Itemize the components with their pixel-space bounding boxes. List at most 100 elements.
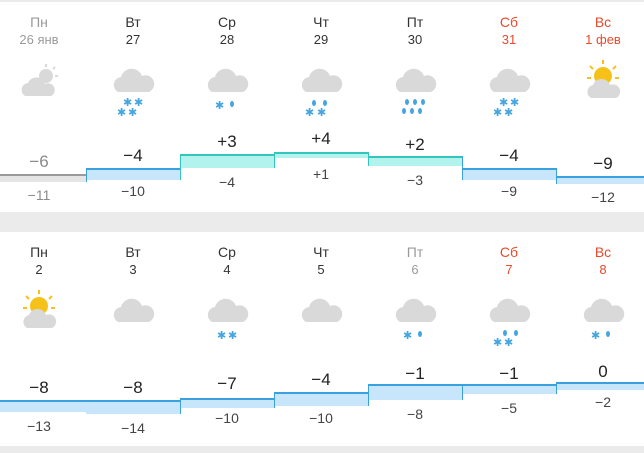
temperature-bar [368, 384, 462, 400]
cloud-sleet-icon: ✱ [395, 298, 437, 342]
svg-text:✱: ✱ [317, 106, 326, 116]
max-temperature: −6 [29, 152, 49, 171]
min-temperature: −4 [219, 174, 235, 190]
svg-text:✱: ✱ [228, 329, 237, 342]
cloud-heavy-rain-icon [395, 68, 437, 114]
svg-text:✱: ✱ [305, 106, 314, 116]
day-date: 7 [505, 262, 513, 277]
week-1-forecast: Пн 26 янв −6 −11 Вт 27 ✱ ✱ ✱ ✱ −4 −10 Ср… [0, 2, 644, 212]
svg-text:✱: ✱ [117, 106, 126, 116]
day-date: 29 [313, 32, 329, 47]
day-date: 28 [219, 32, 235, 47]
min-temperature: −10 [215, 410, 239, 426]
min-temperature: −13 [27, 418, 51, 434]
svg-text:✱: ✱ [504, 336, 513, 346]
temperature-bar [0, 400, 86, 412]
day-name: Пт [406, 244, 424, 260]
temperature-bar [462, 168, 556, 180]
day-date: 3 [129, 262, 137, 277]
svg-text:✱: ✱ [493, 336, 502, 346]
max-temperature: −1 [405, 364, 425, 383]
bar-divider [556, 168, 557, 184]
day-name: Чт [313, 14, 329, 30]
max-temperature: −8 [123, 378, 143, 397]
bar-divider [368, 152, 369, 166]
svg-text:✱: ✱ [134, 96, 143, 109]
min-temperature: −10 [309, 410, 333, 426]
svg-text:✱: ✱ [493, 106, 502, 116]
week-2-forecast: Пн 2 −8 −13 Вт 3 −8 −14 Ср 4 ✱ ✱ −7 −10 … [0, 232, 644, 446]
temperature-bar [462, 384, 556, 394]
min-temperature: −11 [27, 187, 51, 203]
svg-text:✱: ✱ [403, 329, 412, 342]
min-temperature: −9 [501, 183, 517, 199]
cloud-sun-icon [21, 64, 58, 96]
temperature-bar [86, 168, 180, 180]
day-name: Чт [313, 244, 329, 260]
bar-divider [180, 398, 181, 414]
day-name: Пн [30, 14, 48, 30]
day-date: 8 [599, 262, 607, 277]
cloud-icon [301, 298, 343, 322]
temperature-bar [180, 398, 274, 408]
temperature-bar [274, 152, 368, 158]
day-date: 31 [501, 32, 517, 47]
svg-text:✱: ✱ [217, 329, 226, 342]
svg-text:✱: ✱ [504, 106, 513, 116]
min-temperature: −3 [407, 172, 423, 188]
day-name: Вт [125, 244, 141, 260]
temperature-bar [556, 382, 644, 390]
max-temperature: +4 [311, 129, 331, 148]
day-name: Вт [125, 14, 141, 30]
min-temperature: −14 [121, 420, 145, 436]
min-temperature: −2 [595, 394, 611, 410]
svg-text:✱: ✱ [123, 96, 132, 109]
day-name: Ср [218, 14, 236, 30]
cloud-sleet-icon: ✱ ✱ [301, 68, 343, 116]
max-temperature: −4 [123, 146, 143, 165]
cloud-rain-icon: ✱ [583, 298, 625, 342]
bar-divider [274, 152, 275, 168]
min-temperature: −12 [591, 189, 615, 205]
day-name: Пт [406, 14, 424, 30]
bar-divider [462, 384, 463, 400]
max-temperature: 0 [598, 362, 608, 381]
max-temperature: −8 [29, 378, 49, 397]
bar-divider [368, 384, 369, 406]
cloud-snow-icon: ✱ ✱ ✱ ✱ [113, 68, 155, 116]
max-temperature: −4 [311, 370, 331, 389]
temperature-bar [180, 154, 274, 168]
min-temperature: −10 [121, 183, 145, 199]
svg-text:✱: ✱ [128, 106, 137, 116]
min-temperature: −8 [407, 406, 423, 422]
bar-divider [462, 156, 463, 180]
svg-text:✱: ✱ [499, 96, 508, 109]
temperature-bar [0, 174, 86, 182]
cloud-sleet-icon: ✱ ✱ [489, 298, 531, 346]
day-date: 4 [223, 262, 231, 277]
max-temperature: +2 [405, 135, 425, 154]
svg-text:✱: ✱ [510, 96, 519, 109]
svg-text:✱: ✱ [215, 99, 224, 112]
temperature-bar [274, 392, 368, 406]
temperature-bar [368, 156, 462, 166]
day-date: 30 [407, 32, 423, 47]
day-name: Сб [499, 244, 519, 260]
day-date: 5 [317, 262, 325, 277]
day-name: Сб [499, 14, 519, 30]
max-temperature: −7 [217, 374, 237, 393]
cloud-snow-icon: ✱ ✱ ✱ ✱ [489, 68, 531, 116]
min-temperature: +1 [313, 166, 329, 182]
bar-divider [274, 392, 275, 408]
bar-divider [180, 154, 181, 180]
max-temperature: −4 [499, 146, 519, 165]
sun-cloud-icon [587, 60, 621, 98]
day-date: 1 фев [585, 32, 621, 47]
max-temperature: −1 [499, 364, 519, 383]
min-temperature: −5 [501, 400, 517, 416]
day-name: Вс [594, 14, 612, 30]
cloud-snow-icon: ✱ ✱ [207, 298, 249, 342]
bar-divider [86, 168, 87, 182]
day-date: 2 [35, 262, 43, 277]
day-name: Вс [594, 244, 612, 260]
